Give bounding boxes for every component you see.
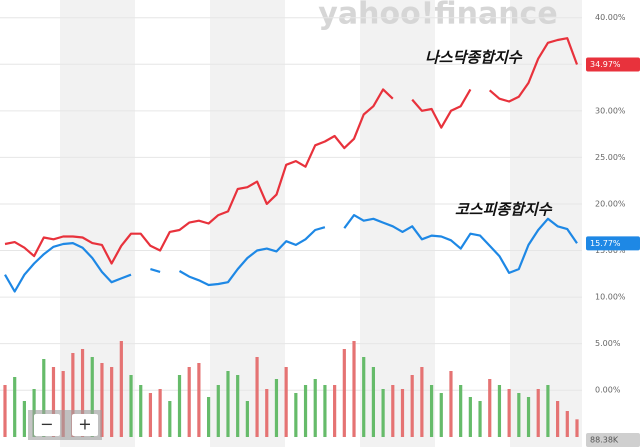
volume-bar xyxy=(226,371,230,437)
y-tick-label: 0.00% xyxy=(595,386,621,395)
volume-bar xyxy=(119,341,123,437)
volume-bar xyxy=(565,411,569,437)
volume-bar xyxy=(110,367,114,437)
volume-bar xyxy=(400,389,405,437)
volume-bar xyxy=(507,389,511,437)
volume-bar xyxy=(129,375,133,437)
volume-bar xyxy=(197,363,201,437)
watermark: yahoo!finance xyxy=(318,0,557,32)
y-tick-label: 25.00% xyxy=(595,153,626,162)
volume-bar xyxy=(575,419,579,437)
zoom-button[interactable]: + xyxy=(72,414,98,436)
volume-bar xyxy=(236,375,240,437)
y-tick-label: 10.00% xyxy=(595,293,626,302)
volume-bar xyxy=(177,375,182,437)
volume-bar xyxy=(323,385,327,437)
annotation: 나스닥종합지수 xyxy=(425,49,523,67)
y-tick-label: 40.00% xyxy=(595,13,626,22)
volume-bar xyxy=(13,377,17,437)
volume-bar xyxy=(206,397,211,437)
volume-bar xyxy=(526,397,531,437)
zoom-button-label: − xyxy=(40,415,53,434)
volume-bar xyxy=(488,379,492,437)
value-badge-label: 88.38K xyxy=(590,436,619,445)
volume-bar xyxy=(80,349,85,437)
value-badge xyxy=(586,433,640,447)
value-badge xyxy=(586,57,640,72)
value-badge-label: 15.77% xyxy=(590,239,621,248)
volume-bar xyxy=(158,389,162,437)
volume-bar xyxy=(478,401,482,437)
volume-bar xyxy=(274,379,279,437)
volume-bar xyxy=(3,385,7,437)
volume-bar xyxy=(429,385,434,437)
series-line xyxy=(343,214,578,274)
volume-bar xyxy=(139,385,143,437)
volume-bar xyxy=(294,393,298,437)
stripe xyxy=(360,0,435,447)
series-line xyxy=(150,268,161,273)
volume-bar xyxy=(468,397,472,437)
volume-bar xyxy=(371,367,376,437)
series-line xyxy=(178,226,326,287)
y-tick-label: 20.00% xyxy=(595,199,626,208)
volume-bar xyxy=(333,385,337,437)
volume-bar xyxy=(51,367,56,437)
stripe xyxy=(210,0,285,447)
volume-bar xyxy=(362,357,366,437)
volume-bar xyxy=(459,385,463,437)
volume-bar xyxy=(22,401,26,437)
y-tick-label: 15.00% xyxy=(595,246,626,255)
volume-bar xyxy=(265,389,269,437)
zoom-button-label: + xyxy=(78,415,91,434)
volume-bar xyxy=(284,367,288,437)
volume-bar xyxy=(245,401,249,437)
volume-bar xyxy=(42,359,46,437)
series-line xyxy=(4,88,394,265)
volume-bar xyxy=(439,393,443,437)
volume-bar xyxy=(100,363,104,437)
volume-bar xyxy=(90,357,94,437)
volume-bar xyxy=(168,401,172,437)
volume-bar xyxy=(517,393,521,437)
series-line xyxy=(488,37,579,103)
stripe xyxy=(510,0,582,447)
zoom-button-box xyxy=(72,414,98,436)
y-tick-label: 30.00% xyxy=(595,106,626,115)
volume-bar xyxy=(497,385,502,437)
volume-bar xyxy=(148,393,153,437)
volume-bar xyxy=(449,371,453,437)
volume-bar xyxy=(546,385,550,437)
volume-bar xyxy=(381,389,385,437)
volume-bar xyxy=(420,367,424,437)
volume-bar xyxy=(71,353,75,437)
stripe xyxy=(60,0,135,447)
volume-bar xyxy=(216,385,220,437)
series-line xyxy=(411,88,472,129)
volume-bar xyxy=(391,385,395,437)
volume-bar xyxy=(255,357,259,437)
volume-bar xyxy=(303,385,308,437)
volume-bar xyxy=(187,367,191,437)
volume-bar xyxy=(342,349,346,437)
zoom-button-box xyxy=(34,414,60,436)
volume-bar xyxy=(410,375,414,437)
value-badge-label: 34.97% xyxy=(590,60,621,69)
zoom-button[interactable]: − xyxy=(34,414,60,436)
volume-bar xyxy=(313,379,317,437)
volume-bar xyxy=(556,401,560,437)
value-badge xyxy=(586,236,640,251)
volume-bar xyxy=(61,371,65,437)
volume-bar xyxy=(352,341,356,437)
y-tick-label: 5.00% xyxy=(595,339,621,348)
volume-bar xyxy=(536,389,540,437)
series-line xyxy=(4,242,132,293)
annotation: 코스피종합지수 xyxy=(455,201,553,219)
